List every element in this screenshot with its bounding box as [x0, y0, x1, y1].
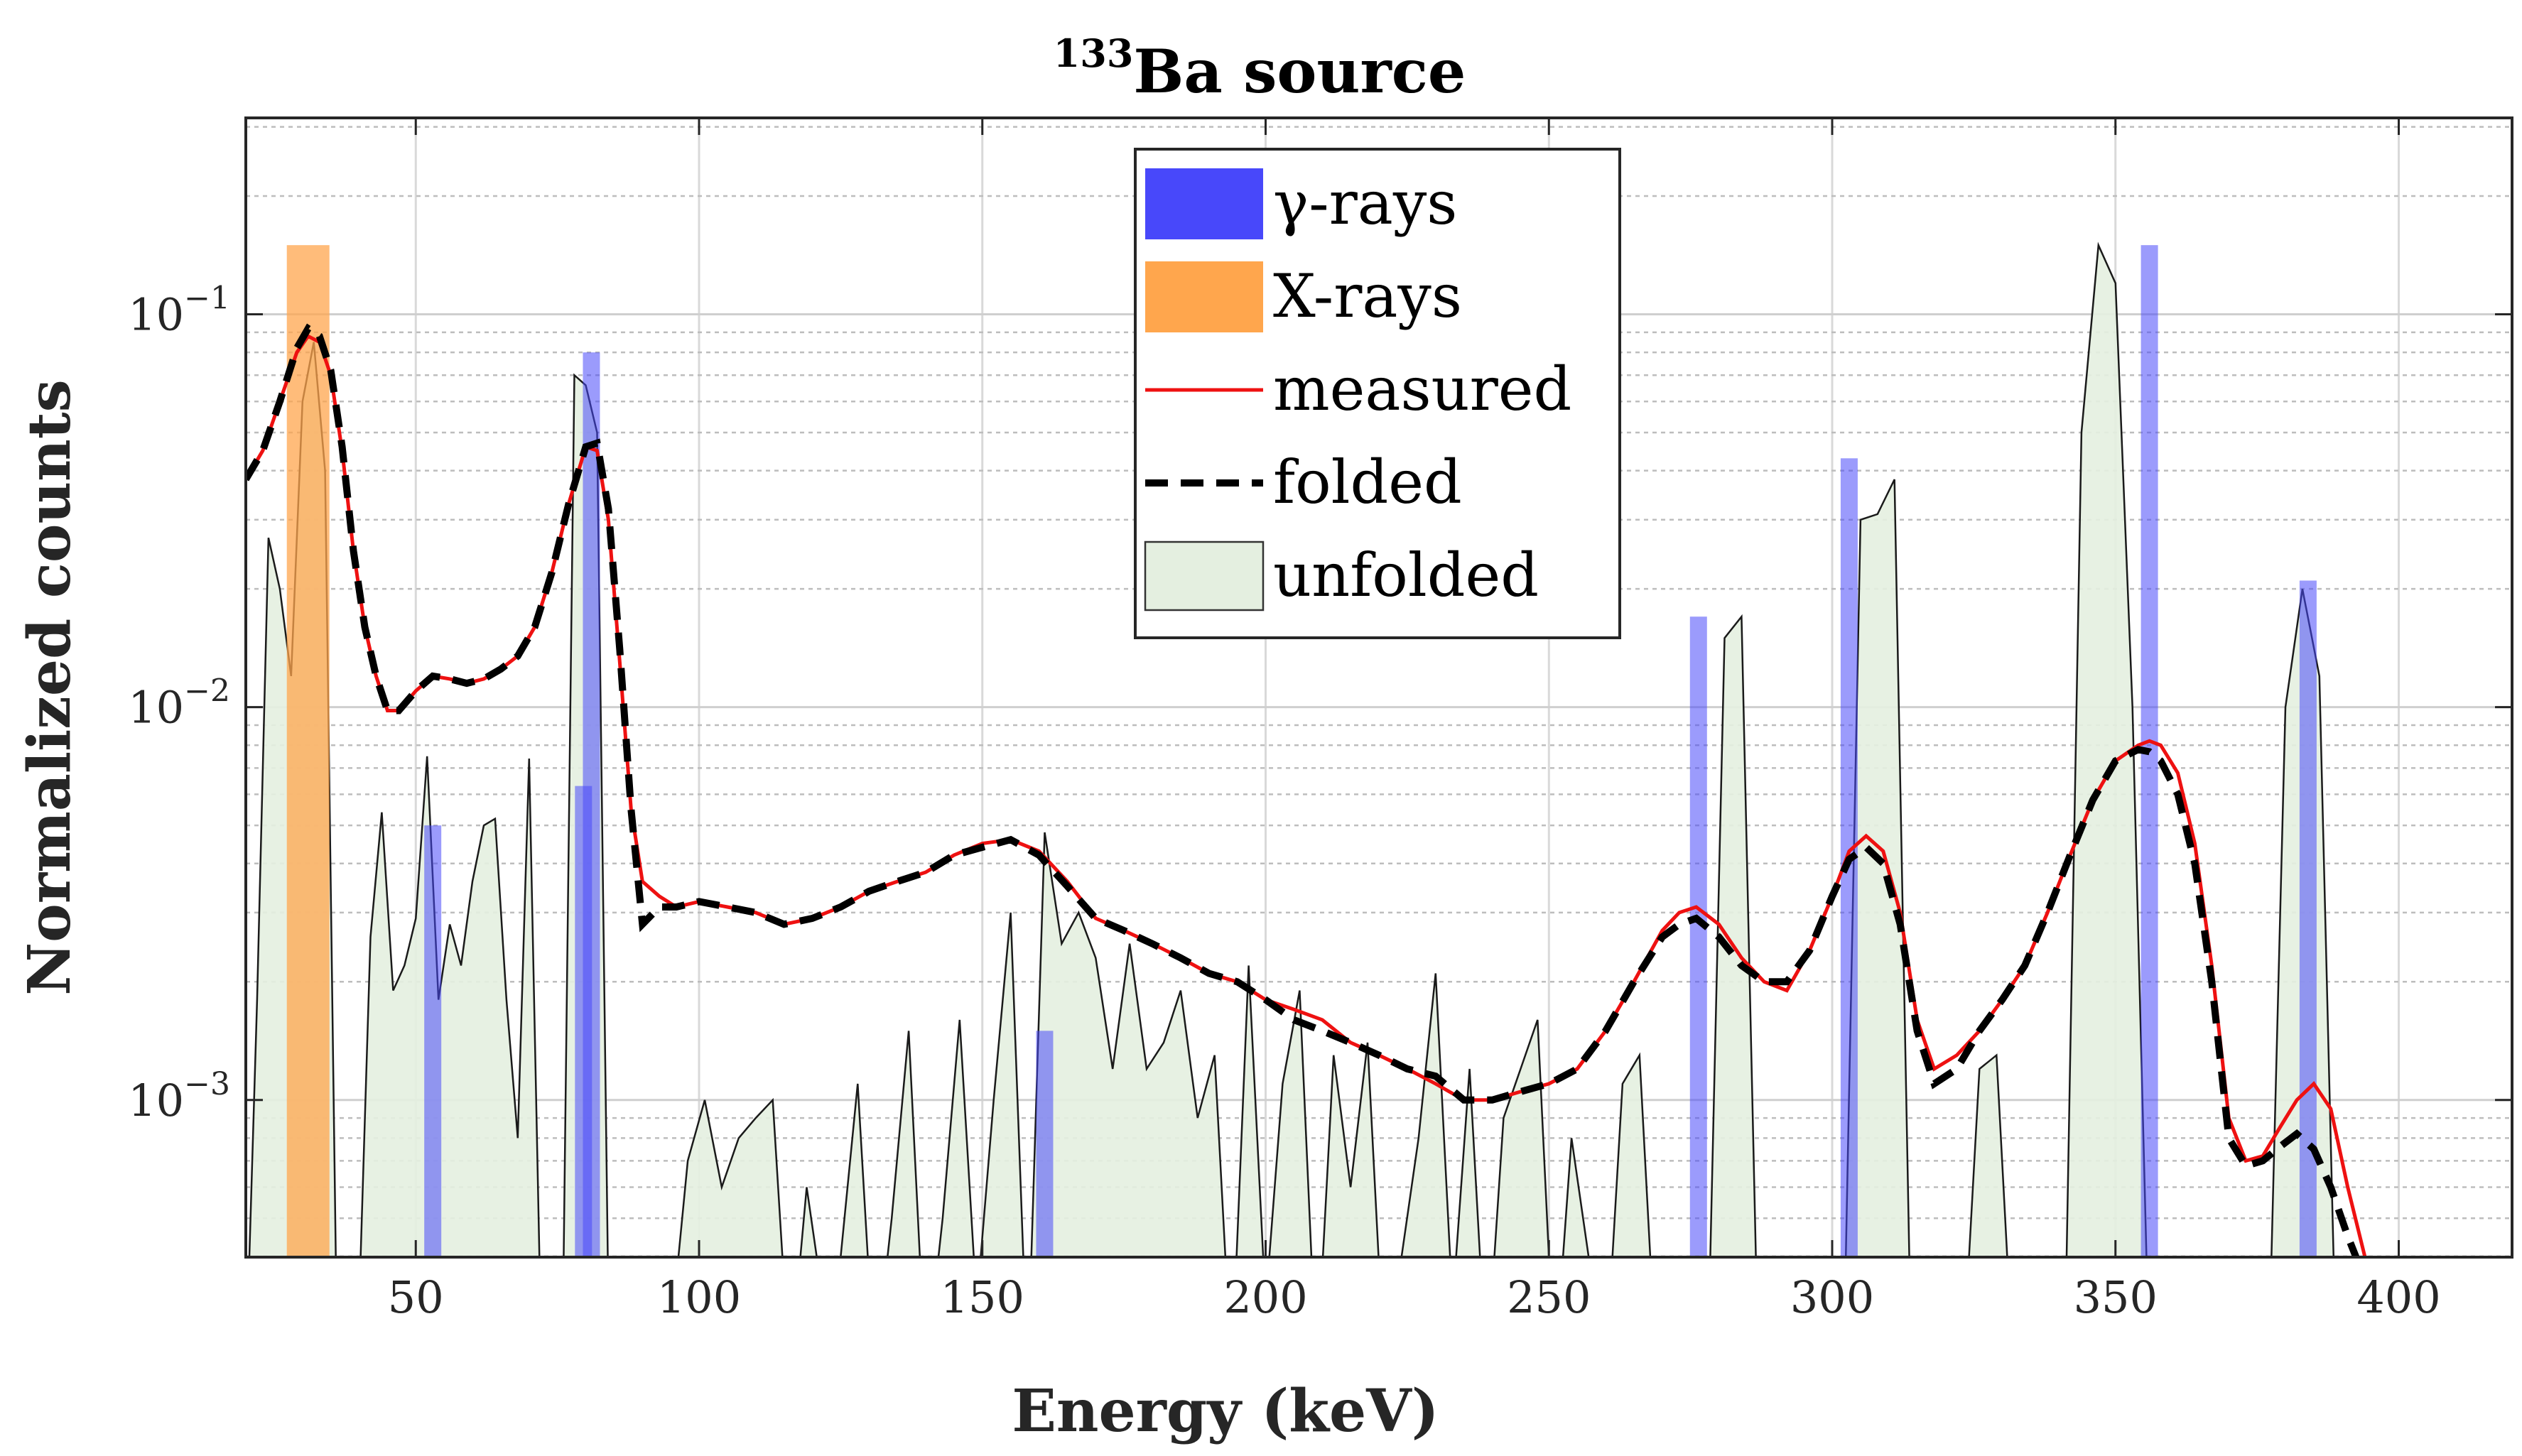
legend-label-unfolded: unfolded [1273, 540, 1539, 610]
legend: γ-rays X-rays measured folded unfolded [1134, 148, 1621, 639]
unfolded-series-outline [248, 241, 2335, 1257]
y-axis-title: Normalized counts [16, 379, 84, 996]
legend-label-gamma: γ-rays [1273, 168, 1457, 238]
gamma-ray-bar [583, 352, 600, 1257]
y-tick-label: 10−3 [128, 1066, 230, 1126]
y-tick-base: 10 [128, 289, 184, 341]
x-tick-label: 350 [2074, 1271, 2158, 1323]
x-tick-label: 50 [388, 1271, 444, 1323]
legend-item-measured: measured [1145, 354, 1571, 424]
tick-marks [246, 118, 2512, 1257]
legend-label-folded: folded [1273, 447, 1462, 517]
x-tick-label: 150 [941, 1271, 1024, 1323]
y-tick-base: 10 [128, 1075, 184, 1126]
x-tick-labels: 50 100 150 200 250 300 350 400 [388, 1271, 2441, 1323]
legend-item-xray: X-rays [1145, 261, 1462, 332]
legend-label-measured: measured [1273, 354, 1571, 424]
chart-title-superscript: 133 [1054, 31, 1134, 76]
x-tick-label: 100 [657, 1271, 741, 1323]
legend-swatch-gamma [1145, 168, 1263, 239]
y-tick-base: 10 [128, 682, 184, 734]
x-ray-bar [286, 245, 330, 1257]
gamma-ray-bar [1036, 1031, 1054, 1257]
y-tick-labels: 10−110−210−3 [128, 281, 230, 1126]
axes-box [244, 116, 2513, 1259]
legend-items: γ-rays X-rays measured folded unfolded [1144, 168, 1571, 612]
x-tick-label: 250 [1507, 1271, 1591, 1323]
x-tick-label: 400 [2356, 1271, 2440, 1323]
y-tick-label: 10−1 [128, 281, 230, 341]
legend-item-folded: folded [1145, 447, 1462, 517]
gamma-ray-bar [1689, 616, 1707, 1257]
y-tick-exponent: −1 [184, 281, 230, 317]
y-tick-exponent: −3 [184, 1066, 230, 1102]
x-tick-label: 200 [1223, 1271, 1307, 1323]
unfolded-series-area [246, 245, 2371, 1257]
chart-title-text: Ba source [1133, 36, 1466, 107]
legend-swatch-xray [1145, 261, 1263, 332]
x-tick-label: 300 [1790, 1271, 1874, 1323]
x-ray-bars [286, 245, 330, 1257]
legend-swatch-unfolded [1144, 540, 1265, 612]
gamma-ray-bar [424, 825, 442, 1257]
y-tick-exponent: −2 [184, 673, 230, 710]
data-layer [246, 241, 2371, 1257]
x-axis-title: Energy (keV) [1012, 1377, 1439, 1445]
legend-item-gamma: γ-rays [1145, 168, 1457, 239]
chart-title: 133Ba source [1054, 31, 1466, 107]
legend-label-xray: X-rays [1273, 261, 1462, 331]
legend-item-unfolded: unfolded [1144, 540, 1539, 612]
folded-series-line [246, 323, 2360, 1257]
y-tick-label: 10−2 [128, 673, 230, 734]
